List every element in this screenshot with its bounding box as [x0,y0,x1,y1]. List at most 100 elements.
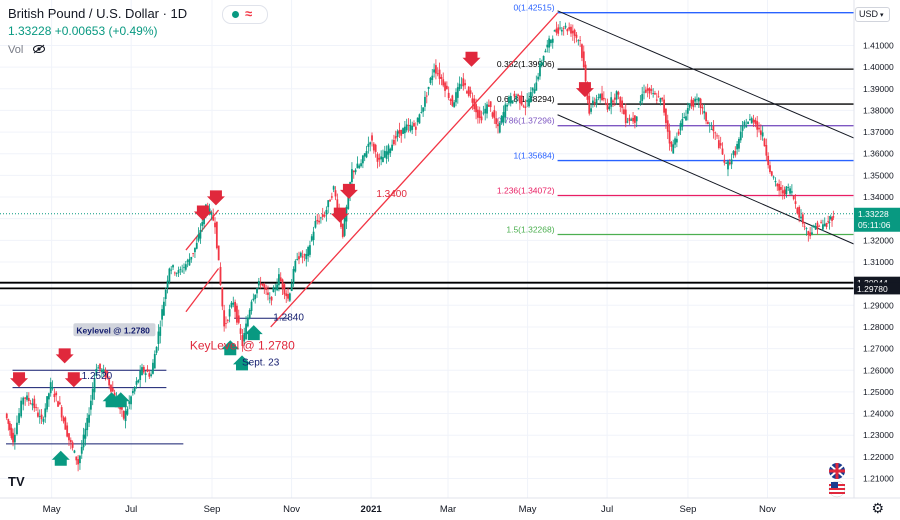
candle-body [20,400,23,417]
candle-body [513,93,516,97]
last-price-tag-label: 1.33228 [858,209,889,219]
candle-body [170,269,173,271]
candle-body [825,222,828,228]
candle-body [44,408,47,418]
candle-body [124,410,127,422]
instrument-title[interactable]: British Pound / U.S. Dollar · 1D [8,6,188,21]
gear-icon[interactable]: ⚙ [871,500,884,516]
candle-body [679,123,682,131]
candle-body [568,27,571,30]
candle-body [47,393,50,400]
candle-body [831,217,833,221]
candle-body [557,27,560,34]
y-tick-label: 1.34000 [863,192,894,202]
candle-body [599,94,602,99]
candle-body [336,199,339,211]
candle-body [522,105,525,107]
time-axis[interactable]: May Jul Sep Nov 2021 Mar May Jul Sep Nov [0,497,900,515]
candle-body [714,132,717,134]
candle-body [553,30,556,32]
candle-body [440,77,443,79]
candle-body [528,98,530,107]
candle-body [303,254,306,256]
candle-body [239,328,242,334]
tradingview-logo[interactable]: TV [8,474,25,489]
candle-body [619,97,622,107]
candle-body [248,310,251,319]
candle-body [809,232,812,237]
candle-body [623,109,625,115]
candle-body [829,216,832,219]
candle-body [506,104,509,107]
candle-body [148,373,151,377]
candle-body [201,222,204,226]
candle-body [677,131,680,135]
candle-body [816,222,819,230]
candle-body [758,127,760,130]
candle-body [425,95,428,97]
flag-line [185,268,220,313]
eye-off-icon[interactable] [32,44,46,54]
candle-body [79,455,81,464]
arrow-up-icon [244,325,263,341]
candle-body [458,83,461,90]
candle-body [559,27,561,29]
market-status-pill[interactable]: ≈ [222,5,268,24]
candle-body [628,117,631,122]
candle-body [447,92,450,99]
candle-body [250,301,253,311]
candle-body [699,98,702,108]
candle-body [309,245,311,255]
candle-body [431,75,434,81]
candle-body [245,323,247,340]
price-axis[interactable]: 1.41000 1.40000 1.39000 1.38000 1.37000 1.360… [853,0,900,520]
arrow-down-icon [10,372,29,388]
candle-body [58,402,61,405]
candle-body [24,397,27,399]
arrow-down-icon [206,190,225,206]
us-flag-icon [828,480,846,498]
x-tick-label: Mar [440,504,456,515]
volume-legend[interactable]: Vol [8,44,187,56]
candle-body [705,112,707,122]
candle-body [564,25,567,28]
candle-body [812,225,815,227]
y-tick-label: 1.25000 [863,387,894,397]
candle-body [460,84,463,86]
candle-body [654,92,656,95]
keylevel-box [73,323,156,337]
candle-body [444,82,446,91]
candle-body [774,180,777,183]
candle-body [403,126,406,134]
candle-body [73,450,76,453]
candle-body [287,294,289,299]
candle-body [376,154,379,162]
candle-body [703,111,706,114]
candle-body [31,403,34,406]
candle-body [800,216,802,219]
candle-body [469,90,472,94]
candle-body [321,214,324,217]
candle-body [531,87,534,91]
candle-body [420,112,423,114]
candle-body [135,381,138,385]
price-axis-bg [854,0,900,520]
candle-body [602,97,605,100]
candle-body [57,401,59,407]
y-tick-label: 1.31000 [863,257,894,267]
y-tick-label: 1.32000 [863,235,894,245]
currency-selector[interactable]: USD ▾ [855,7,890,22]
candle-body [106,371,109,379]
candle-body [520,95,523,105]
candle-body [787,187,790,188]
candle-body [542,55,545,61]
candle-body [226,319,229,321]
candle-body [539,63,541,77]
candle-body [285,293,288,297]
candle-body [405,124,408,131]
candle-body [210,212,213,215]
candle-body [195,242,198,249]
grid [0,0,854,498]
candle-body [504,104,507,118]
